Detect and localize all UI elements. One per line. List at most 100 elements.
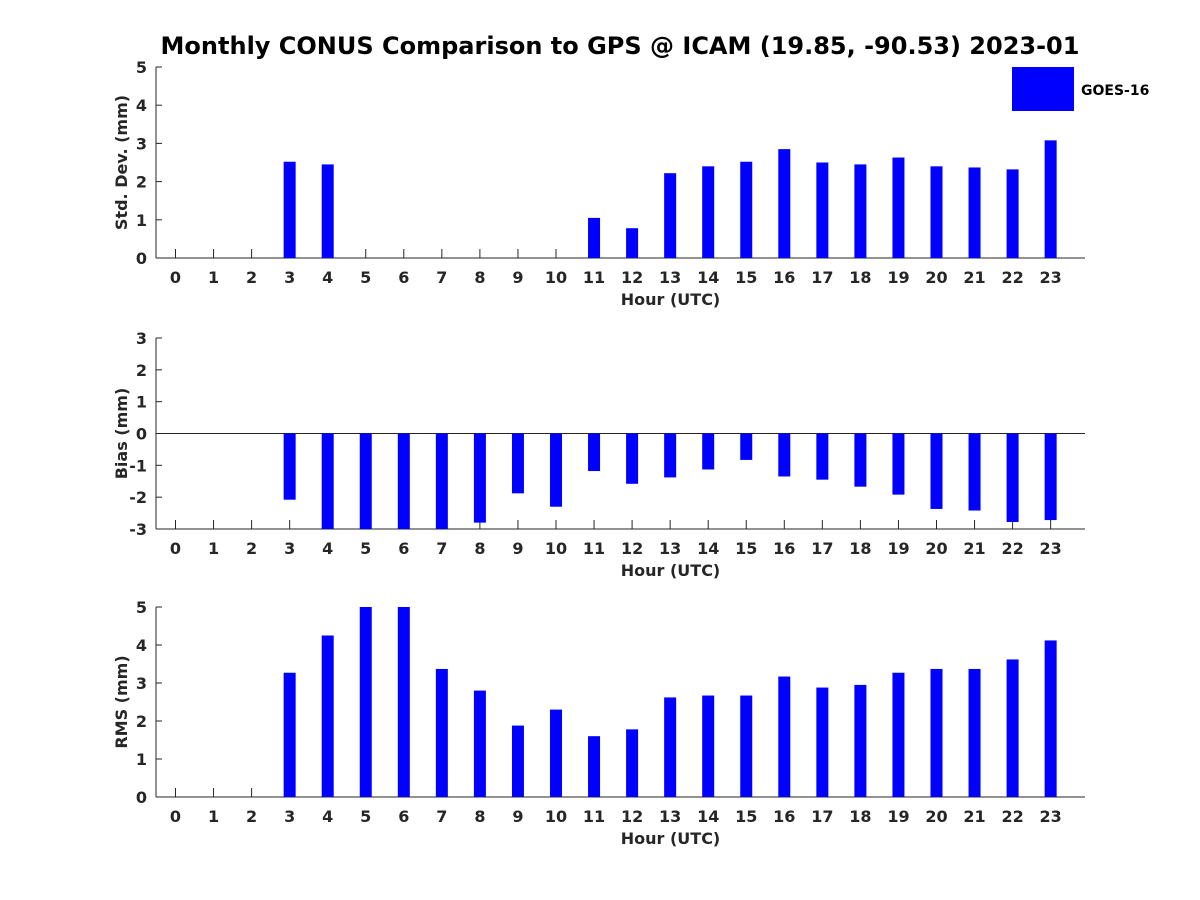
x-tick-label: 1: [208, 807, 219, 826]
y-axis-label: Std. Dev. (mm): [112, 95, 131, 230]
x-tick-label: 0: [170, 539, 181, 558]
bar: [1044, 640, 1057, 797]
x-tick-label: 12: [621, 807, 643, 826]
y-tick-label: 5: [136, 598, 147, 617]
bar: [702, 695, 715, 797]
bar: [702, 433, 715, 470]
x-tick-label: 10: [545, 539, 567, 558]
x-tick-label: 22: [1001, 539, 1023, 558]
x-tick-label: 2: [246, 539, 257, 558]
bar: [1006, 433, 1019, 522]
bar: [740, 433, 753, 460]
bar: [397, 607, 410, 797]
x-tick-label: 21: [963, 807, 985, 826]
x-tick-label: 20: [925, 807, 947, 826]
x-tick-label: 18: [849, 539, 871, 558]
x-tick-label: 19: [887, 268, 909, 287]
x-tick-label: 6: [398, 268, 409, 287]
bar: [321, 433, 334, 529]
bar: [511, 433, 524, 494]
bar: [1006, 169, 1019, 258]
x-axis-label: Hour (UTC): [621, 829, 721, 848]
legend-swatch: [1012, 67, 1074, 111]
x-tick-label: 0: [170, 807, 181, 826]
x-tick-label: 7: [436, 539, 447, 558]
bar: [854, 433, 867, 487]
y-tick-label: 1: [136, 393, 147, 412]
x-tick-label: 2: [246, 807, 257, 826]
bar: [892, 157, 905, 258]
x-tick-label: 17: [811, 539, 833, 558]
x-tick-label: 23: [1040, 539, 1062, 558]
bar: [778, 433, 791, 477]
x-tick-label: 0: [170, 268, 181, 287]
x-tick-label: 16: [773, 268, 795, 287]
x-tick-label: 15: [735, 539, 757, 558]
x-axis-label: Hour (UTC): [621, 290, 721, 309]
y-tick-label: 4: [136, 96, 147, 115]
y-tick-label: -2: [129, 488, 147, 507]
bar: [588, 217, 601, 258]
bar: [435, 433, 448, 529]
x-tick-label: 14: [697, 539, 719, 558]
bar: [550, 709, 562, 797]
bar: [930, 668, 943, 797]
x-tick-label: 7: [436, 268, 447, 287]
y-tick-label: -1: [129, 456, 147, 475]
x-tick-label: 10: [545, 807, 567, 826]
x-tick-label: 14: [697, 268, 719, 287]
x-tick-label: 16: [773, 807, 795, 826]
bar: [892, 433, 905, 495]
x-tick-label: 23: [1040, 268, 1062, 287]
x-tick-label: 11: [583, 539, 605, 558]
x-axis-label: Hour (UTC): [621, 561, 721, 580]
x-tick-label: 5: [360, 807, 371, 826]
x-tick-label: 9: [512, 539, 523, 558]
bar: [359, 433, 372, 529]
x-tick-label: 18: [849, 807, 871, 826]
bar: [778, 676, 791, 797]
x-tick-label: 19: [887, 807, 909, 826]
y-tick-label: 2: [136, 173, 147, 192]
bar: [283, 433, 296, 500]
x-tick-label: 15: [735, 807, 757, 826]
x-tick-label: 4: [322, 268, 333, 287]
x-tick-label: 14: [697, 807, 719, 826]
y-tick-label: 0: [136, 425, 147, 444]
bar: [816, 162, 829, 258]
y-tick-label: 3: [136, 329, 147, 348]
x-tick-label: 17: [811, 807, 833, 826]
x-tick-label: 18: [849, 268, 871, 287]
bar: [473, 690, 486, 797]
bar: [473, 433, 486, 523]
x-tick-label: 19: [887, 539, 909, 558]
x-tick-label: 20: [925, 268, 947, 287]
y-tick-label: 1: [136, 750, 147, 769]
x-tick-label: 13: [659, 539, 681, 558]
bar: [968, 668, 981, 797]
x-tick-label: 6: [398, 539, 409, 558]
bar: [740, 695, 753, 797]
bar: [1006, 659, 1019, 797]
bar: [778, 149, 791, 258]
bar: [892, 672, 905, 797]
x-tick-label: 9: [512, 807, 523, 826]
y-tick-label: 2: [136, 361, 147, 380]
x-tick-label: 8: [474, 268, 485, 287]
y-axis-label: RMS (mm): [112, 655, 131, 748]
x-tick-label: 1: [208, 268, 219, 287]
x-tick-label: 22: [1001, 807, 1023, 826]
bar: [283, 672, 296, 797]
x-tick-label: 15: [735, 268, 757, 287]
bar: [588, 736, 601, 797]
bar: [816, 687, 829, 797]
x-tick-label: 16: [773, 539, 795, 558]
x-tick-label: 8: [474, 539, 485, 558]
y-tick-label: 1: [136, 211, 147, 230]
x-tick-label: 4: [322, 539, 333, 558]
bar: [626, 729, 639, 797]
bar: [930, 166, 943, 258]
y-axis-label: Bias (mm): [112, 388, 131, 480]
bar: [511, 725, 524, 797]
y-tick-label: 3: [136, 134, 147, 153]
